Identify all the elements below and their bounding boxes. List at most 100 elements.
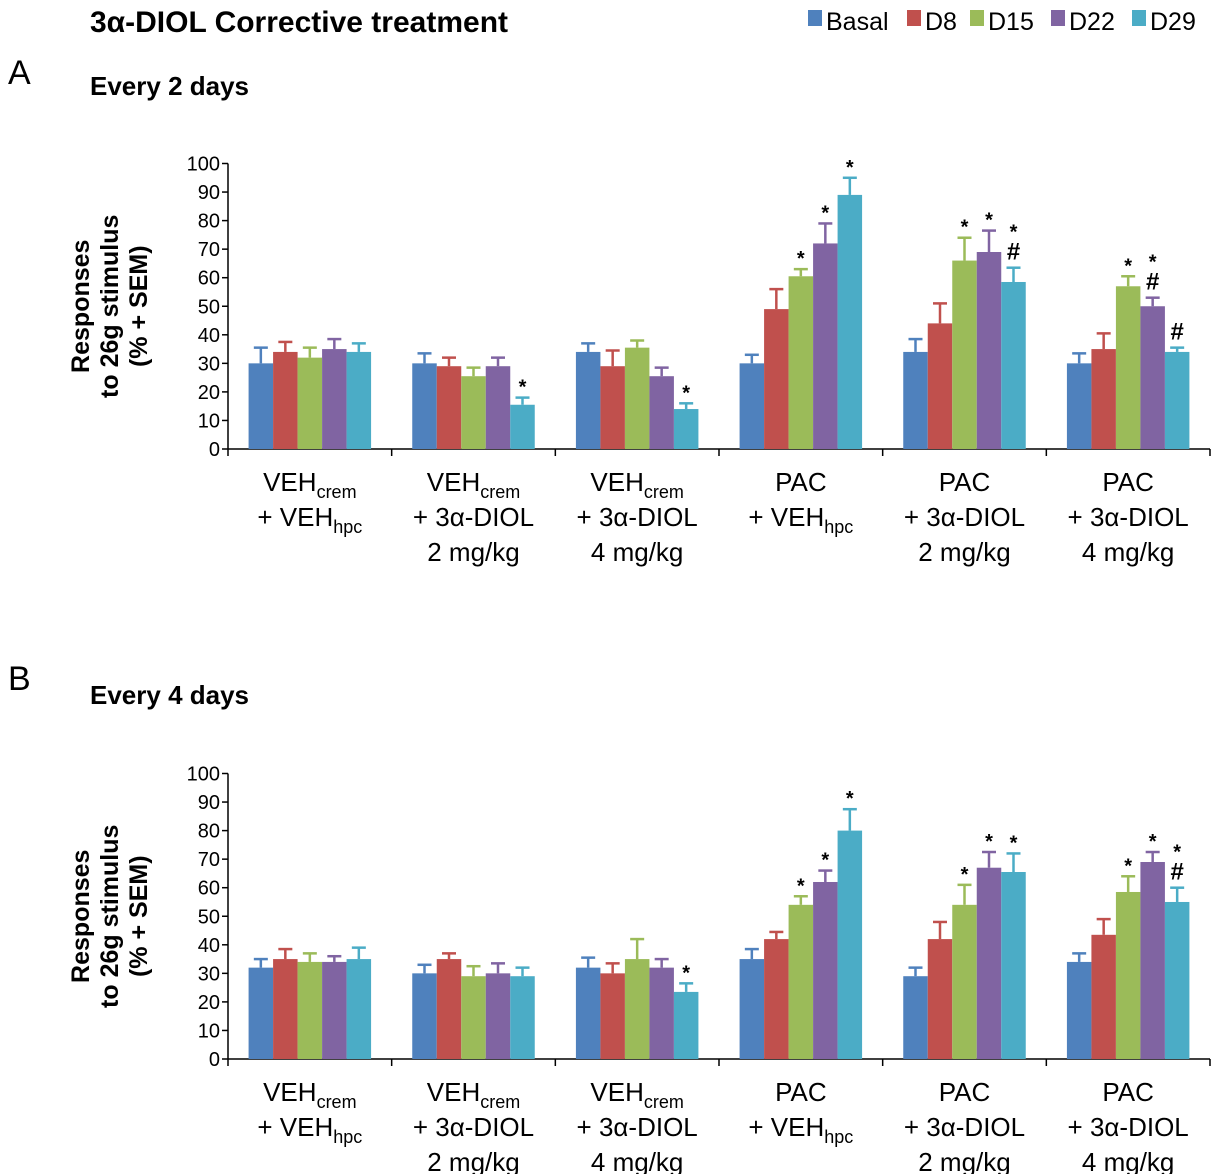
panel-b-asterisk-mark: * — [821, 850, 829, 872]
panel-a-bar-d29 — [673, 409, 699, 449]
panel-b-y-axis-label: Responsesto 26g stimulus(% + SEM) — [67, 825, 153, 1008]
panel-b-bar-d29 — [510, 976, 535, 1059]
panel-b-chart: Responsesto 26g stimulus(% + SEM) 0 10 20 30… — [67, 764, 1211, 1174]
panel-a-asterisk-mark: * — [1149, 252, 1157, 274]
panel-a-category-label: VEHcrem + 3α-DIOL 4 mg/kg — [577, 467, 698, 567]
panel-a-y-axis-label-line: Responses — [67, 240, 95, 373]
panel-b-bar-d8 — [273, 959, 298, 1059]
panel-b-category-label-line: 4 mg/kg — [1082, 1147, 1175, 1174]
panel-b-bar-d8 — [764, 939, 789, 1059]
panel-b-subtitle: Every 4 days — [90, 680, 249, 710]
panel-b-bar-d8 — [1091, 934, 1116, 1059]
panel-a-y-tick-label: 50 — [198, 296, 220, 318]
panel-b-bar-basal — [575, 967, 601, 1059]
panel-b-y-axis-label-line: (% + SEM) — [125, 855, 153, 977]
panel-a-hash-mark: # — [1170, 319, 1183, 346]
panel-b-asterisk-mark: * — [985, 831, 993, 853]
panel-a-y-tick-label: 40 — [198, 325, 220, 347]
panel-b-category-label: PAC + 3α-DIOL 4 mg/kg — [1068, 1077, 1189, 1174]
legend-item-d15: D15 — [970, 8, 1034, 36]
panel-b-asterisk-mark: * — [1124, 855, 1132, 877]
legend-swatch-d22 — [1051, 10, 1065, 26]
panel-b-asterisk-mark: * — [1010, 832, 1018, 854]
panel-a-category-label-line: + 3α-DIOL — [413, 502, 534, 532]
panel-b-letter: B — [8, 660, 31, 698]
panel-a-bar-basal — [248, 363, 274, 449]
panel-a-bar-d29 — [1001, 281, 1026, 449]
panel-a-bar-d29 — [837, 194, 863, 449]
panel-b-bar-d22 — [485, 973, 511, 1059]
panel-a-asterisk-mark: * — [682, 382, 690, 404]
panel-a-y-tick-label: 30 — [198, 353, 220, 375]
panel-a-category-label-line: + 3α-DIOL — [1068, 502, 1189, 532]
panel-a-y-tick-label: 0 — [209, 439, 220, 461]
panel-a-bar-d8 — [436, 366, 462, 449]
panel-b-category-label: VEHcrem + 3α-DIOL 2 mg/kg — [413, 1077, 534, 1174]
panel-b-category-label-subscript: hpc — [824, 1127, 853, 1147]
panel-a-bar-d15 — [624, 347, 650, 449]
legend-item-d22: D22 — [1051, 8, 1115, 36]
panel-a-bar-d22 — [649, 376, 674, 449]
panel-b-bar-basal — [903, 976, 928, 1059]
panel-a-category-label-subscript: hpc — [333, 517, 362, 537]
panel-a-y-tick-label: 20 — [198, 382, 220, 404]
panel-b-bar-basal — [1066, 961, 1092, 1059]
panel-a-category-label-line: 2 mg/kg — [427, 537, 520, 567]
panel-a-hash-mark: # — [1007, 239, 1020, 266]
panel-a-y-tick-label: 10 — [198, 410, 220, 432]
panel-a-category-label-subscript: hpc — [824, 517, 853, 537]
panel-b-category-label-subscript: hpc — [333, 1127, 362, 1147]
panel-a-bar-basal — [412, 363, 437, 449]
panel-b-category-label: PAC + 3α-DIOL 2 mg/kg — [904, 1077, 1025, 1174]
panel-a-y-tick-label: 90 — [198, 182, 220, 204]
panel-b-bar-d8 — [436, 959, 462, 1059]
panel-a-asterisk-mark: * — [1010, 222, 1018, 244]
panel-b-bar-d8 — [600, 973, 625, 1059]
panel-b-category-label-line: + VEH — [748, 1112, 824, 1142]
panel-a-bar-d22 — [813, 243, 838, 449]
panel-a-bar-d29 — [346, 351, 372, 449]
panel-a-bar-d22 — [1140, 306, 1165, 449]
legend-swatch-d8 — [907, 10, 921, 26]
panel-a-y-axis-label-line: (% + SEM) — [125, 245, 153, 367]
panel-b-y-tick-label: 70 — [198, 849, 220, 871]
panel-a-category-label-line: PAC — [1102, 467, 1154, 497]
panel-b-category-label-subscript: crem — [644, 1092, 684, 1112]
panel-b-category-label-line: + 3α-DIOL — [1068, 1112, 1189, 1142]
panel-b-y-axis-label-line: to 26g stimulus — [96, 825, 124, 1008]
panel-a-bar-d8 — [273, 351, 298, 449]
panel-a-bar-d15 — [788, 276, 814, 449]
panel-b-bar-basal — [248, 967, 274, 1059]
panel-a-letter: A — [8, 54, 31, 92]
panel-b-category-label-line: + 3α-DIOL — [904, 1112, 1025, 1142]
panel-a-asterisk-mark: * — [821, 202, 829, 224]
panel-a-category-label-subscript: crem — [317, 482, 357, 502]
panel-b-bar-d22 — [976, 867, 1002, 1059]
panel-b-hash-mark: # — [1170, 859, 1183, 886]
panel-a-subtitle: Every 2 days — [90, 71, 249, 101]
panel-a-bar-basal — [903, 351, 928, 449]
panel-b-category-label-line: 2 mg/kg — [918, 1147, 1011, 1174]
legend-label-basal: Basal — [826, 8, 889, 36]
legend-swatch-basal — [808, 10, 822, 26]
panel-a-chart: Responsesto 26g stimulus(% + SEM) 0 10 20 30… — [67, 154, 1211, 567]
panel-b-asterisk-mark: * — [961, 864, 969, 886]
panel-b-category-label-line: PAC — [775, 1077, 827, 1107]
panel-b-bar-d8 — [927, 939, 953, 1059]
panel-a-asterisk-mark: * — [961, 217, 969, 239]
panel-b-bar-d29 — [673, 991, 699, 1059]
panel-b-y-tick-label: 60 — [198, 878, 220, 900]
panel-a-category-label-line: 4 mg/kg — [591, 537, 684, 567]
panel-a-category-label: VEHcrem + 3α-DIOL 2 mg/kg — [413, 467, 534, 567]
panel-a-category-label-subscript: crem — [644, 482, 684, 502]
panel-a-category-label-subscript: crem — [480, 482, 520, 502]
panel-b-asterisk-mark: * — [1173, 842, 1181, 864]
panel-a-hash-mark: # — [1146, 269, 1159, 296]
panel-a-category-label: VEHcrem + VEHhpc — [257, 467, 362, 537]
panel-b-y-axis-label-line: Responses — [67, 850, 95, 983]
panel-b-bar-basal — [739, 959, 765, 1059]
panel-a-category-label-line: + VEH — [257, 502, 333, 532]
panel-a-bar-d15 — [1115, 286, 1141, 449]
legend: Basal D8 D15 D22 D29 — [808, 8, 1196, 36]
panel-a-bar-d29 — [510, 404, 535, 449]
